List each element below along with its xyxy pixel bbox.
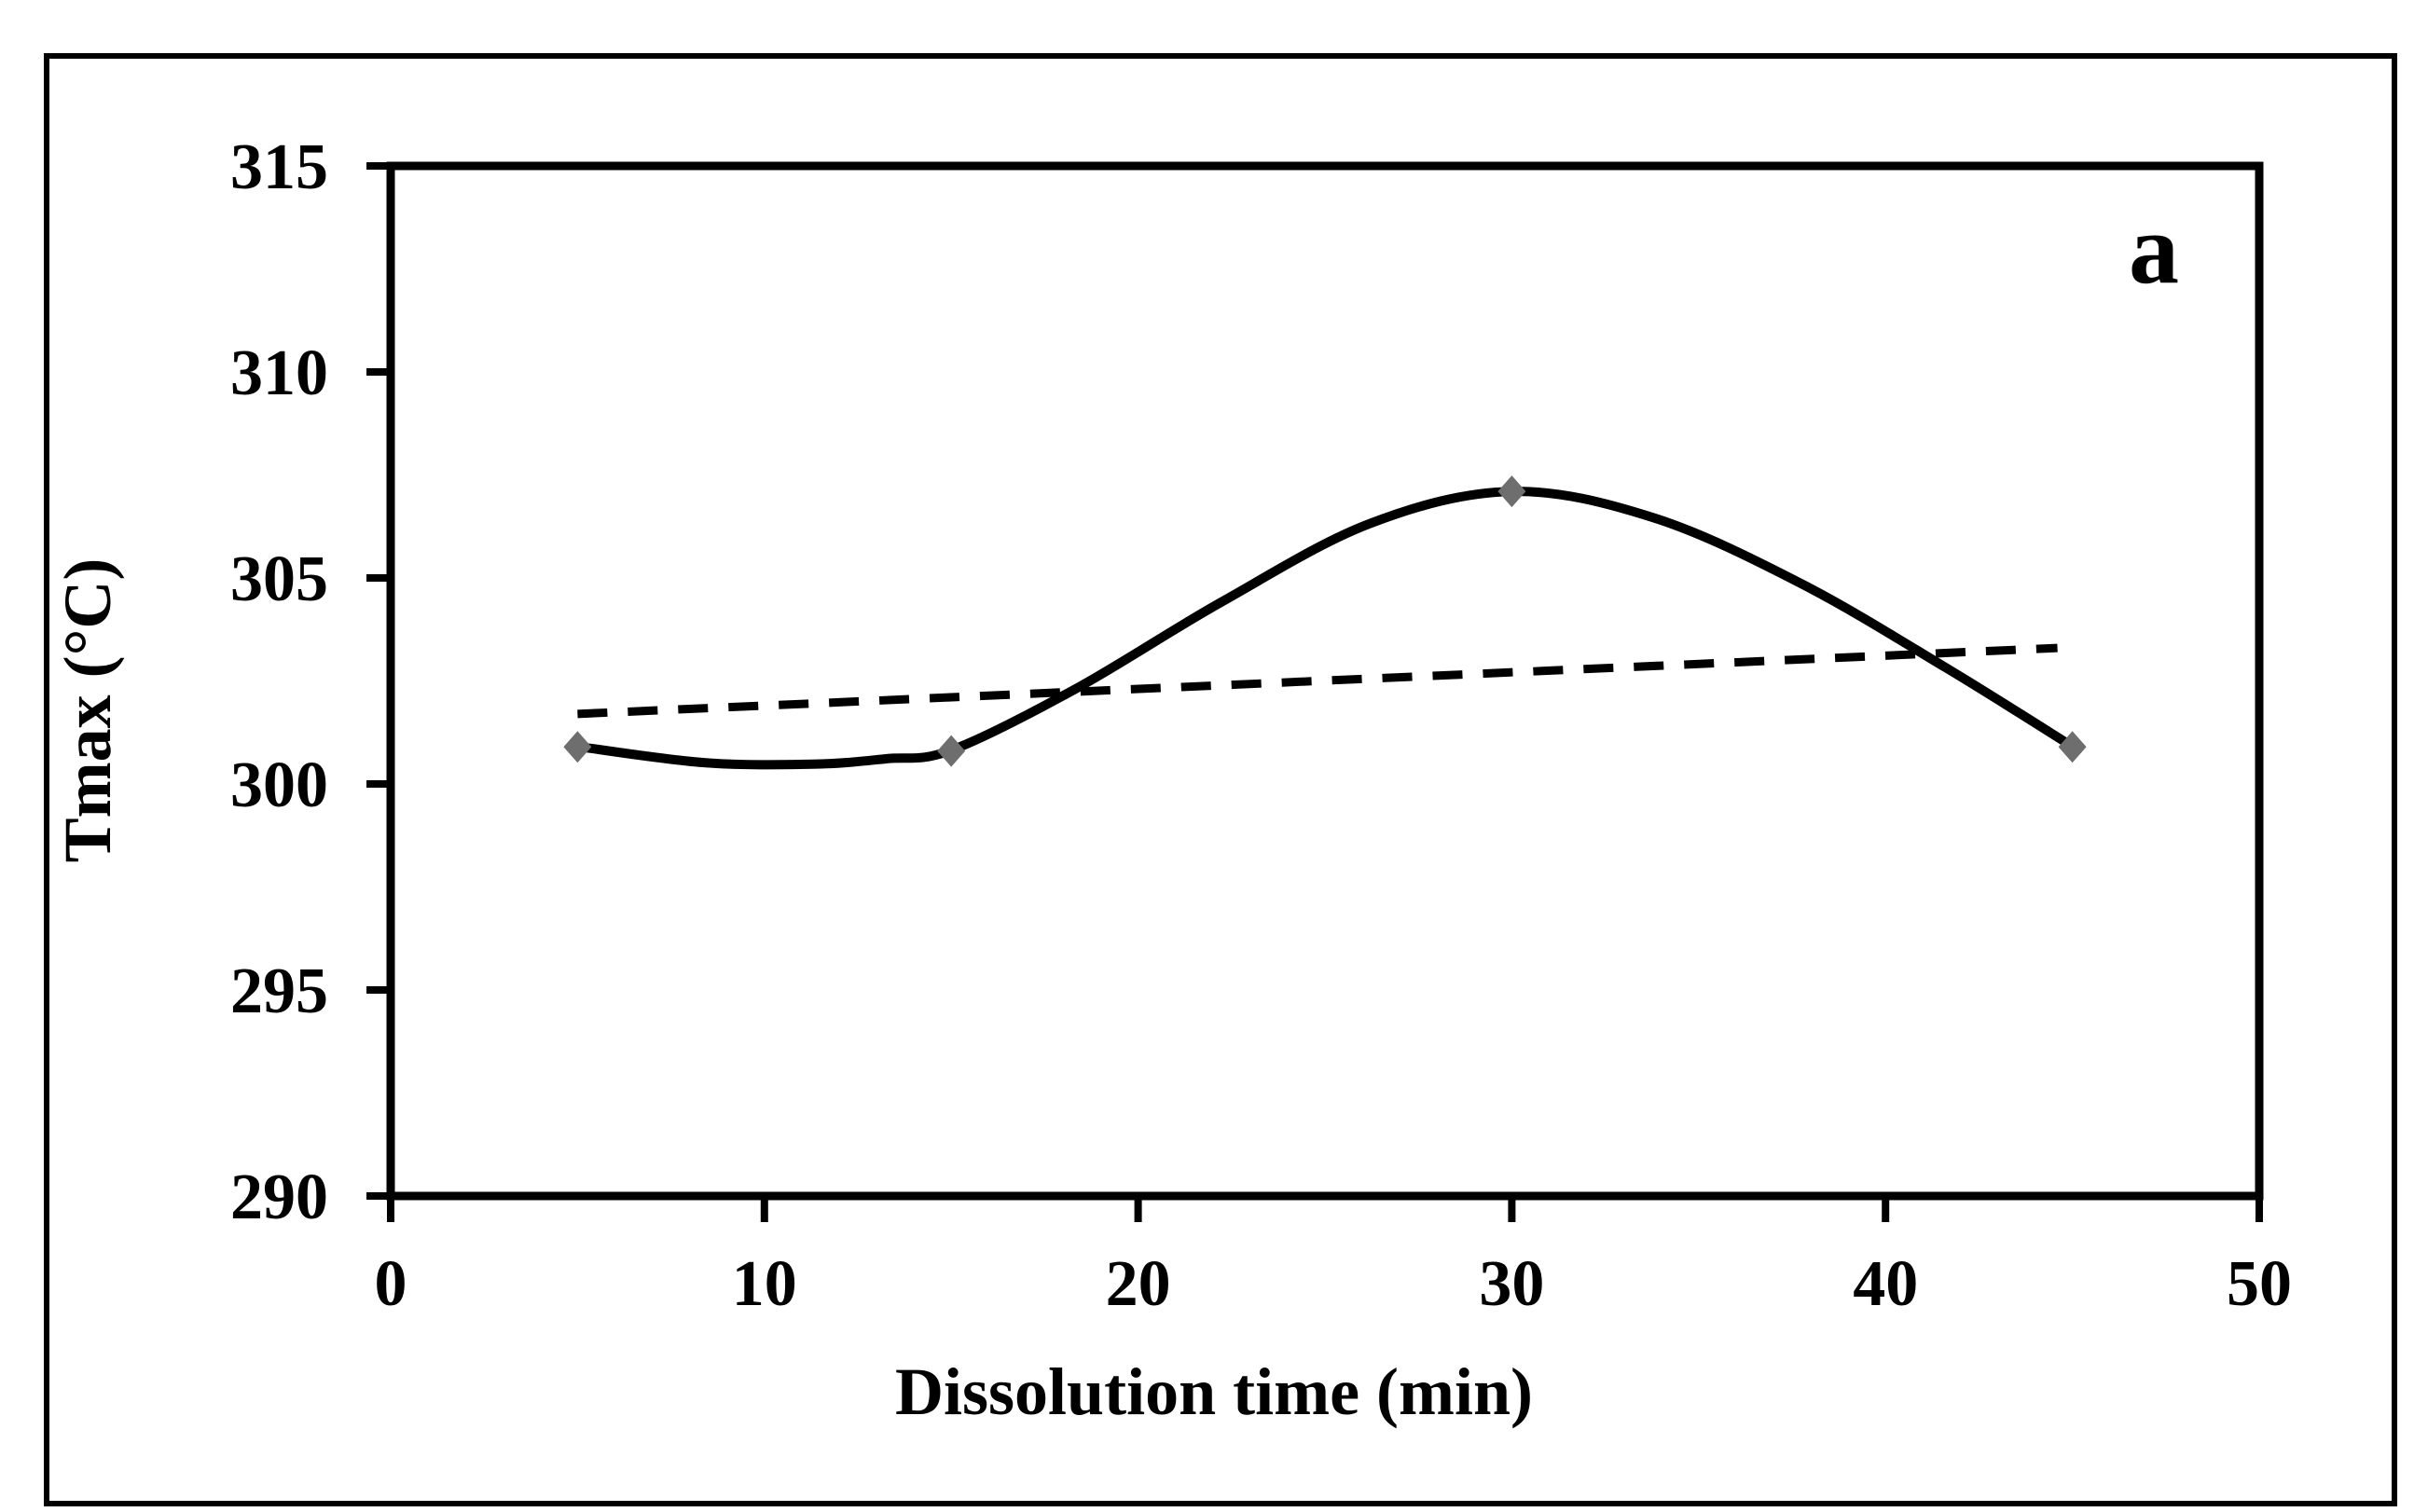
x-tick-label: 50 [2227,1248,2292,1320]
y-tick-label: 315 [230,131,328,203]
y-tick-label: 300 [230,749,328,821]
diamond-marker [1497,475,1526,508]
data-curve [573,487,2077,770]
data-markers [563,475,2087,767]
x-tick-label: 30 [1479,1248,1544,1320]
diamond-marker [2058,731,2087,763]
x-axis-ticks [387,1196,2263,1222]
y-tick-label: 290 [230,1161,328,1233]
diamond-marker [937,735,966,767]
x-tick-label: 10 [732,1248,797,1320]
plot-frame [386,161,2264,1201]
x-axis-tick-labels: 0 10 20 30 40 50 [375,1248,2293,1320]
x-tick-label: 20 [1106,1248,1171,1320]
panel-letter-label: a [2129,194,2179,305]
y-tick-label: 295 [230,955,328,1027]
y-axis-title: Tmax (°C) [50,558,125,863]
x-tick-label: 0 [375,1248,407,1320]
x-tick-label: 40 [1853,1248,1918,1320]
y-tick-label: 310 [230,337,328,409]
y-axis-tick-labels: 290 295 300 305 310 315 [230,131,328,1233]
y-axis-ticks [366,162,391,1200]
diamond-marker [563,731,592,763]
y-tick-label: 305 [230,543,328,615]
x-axis-title: Dissolution time (min) [895,1354,1533,1429]
outer-border [44,53,2397,1506]
trend-line-dashed [577,643,2058,719]
